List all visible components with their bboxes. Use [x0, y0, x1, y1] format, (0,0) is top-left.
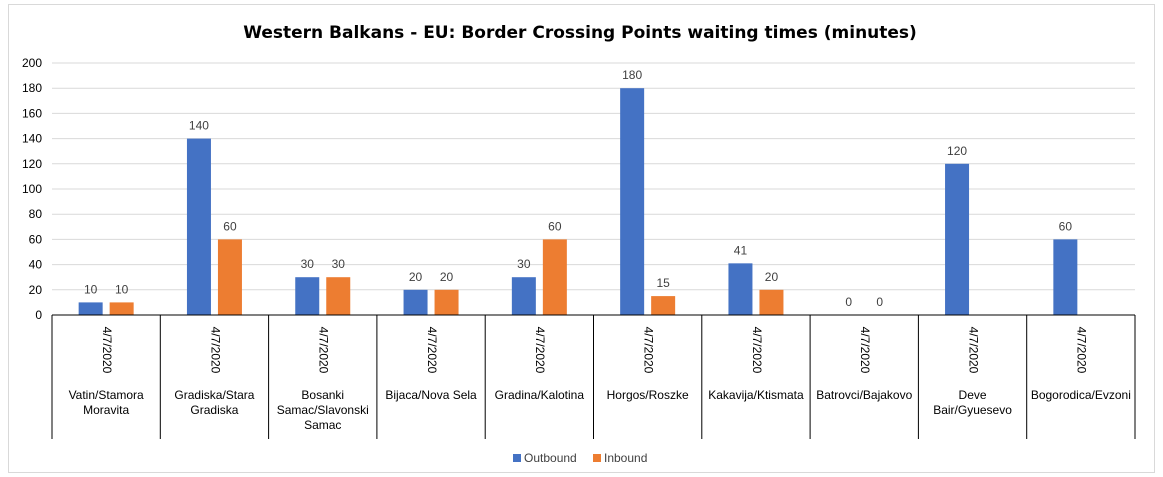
x-tick-date: 4/7/2020	[966, 327, 980, 374]
y-tick-label: 120	[22, 157, 42, 171]
y-tick-label: 100	[22, 182, 42, 196]
bar-outbound	[945, 163, 970, 315]
data-label: 20	[765, 270, 779, 284]
x-tick-date: 4/7/2020	[425, 327, 439, 374]
bar-outbound	[295, 277, 320, 315]
x-category-label: Bair/Gyuesevo	[933, 403, 1012, 417]
y-tick-label: 0	[35, 308, 42, 322]
x-category-label: Bosanki	[301, 388, 344, 402]
data-labels: 10 10 140 60 30 30 20 20 30 60 180 15 41 20 0 0 120 60	[84, 68, 1072, 309]
chart-title: Western Balkans - EU: Border Crossing Po…	[243, 23, 917, 43]
data-label: 0	[876, 295, 883, 309]
y-tick-label: 160	[22, 106, 42, 120]
data-label: 10	[84, 282, 98, 296]
bar-outbound	[511, 277, 536, 315]
x-tick-date: 4/7/2020	[1075, 327, 1089, 374]
legend-swatch-inbound	[593, 454, 601, 462]
data-label: 60	[223, 219, 237, 233]
x-category-label: Gradina/Kalotina	[495, 388, 585, 402]
y-axis: 0 20 40 60 80 100 120 140 160 180 200	[22, 56, 42, 322]
gridlines	[52, 62, 1135, 316]
data-label: 30	[517, 257, 531, 271]
bar-inbound	[759, 289, 784, 315]
data-label: 60	[1059, 219, 1073, 233]
data-label: 20	[440, 270, 454, 284]
x-category-label: Moravita	[83, 403, 129, 417]
data-label: 140	[189, 119, 209, 133]
legend: Outbound Inbound	[513, 451, 647, 465]
data-label: 120	[947, 144, 967, 158]
data-label: 60	[548, 219, 562, 233]
x-category-label: Samac	[304, 418, 341, 432]
data-label: 10	[115, 282, 129, 296]
x-tick-date: 4/7/2020	[317, 327, 331, 374]
data-label: 41	[734, 243, 748, 257]
x-tick-date: 4/7/2020	[641, 327, 655, 374]
y-tick-label: 180	[22, 81, 42, 95]
y-tick-label: 60	[29, 232, 43, 246]
x-category-label: Horgos/Roszke	[607, 388, 689, 402]
bar-inbound	[651, 296, 676, 315]
x-category-label: Deve	[959, 388, 987, 402]
legend-label-outbound: Outbound	[524, 451, 577, 465]
x-category-label: Vatin/Stamora	[69, 388, 144, 402]
bar-inbound	[109, 302, 134, 315]
x-tick-date: 4/7/2020	[858, 327, 872, 374]
bar-inbound	[434, 289, 459, 315]
data-label: 0	[845, 295, 852, 309]
bar-outbound	[78, 302, 103, 315]
x-category-label: Kakavija/Ktismata	[708, 388, 804, 402]
legend-swatch-outbound	[513, 454, 521, 462]
x-category-label: Batrovci/Bajakovo	[816, 388, 912, 402]
data-label: 30	[301, 257, 315, 271]
bar-outbound	[403, 289, 428, 315]
x-category-label: Bijaca/Nova Sela	[385, 388, 477, 402]
x-category-label: Bogorodica/Evzoni	[1031, 388, 1131, 402]
x-tick-date: 4/7/2020	[533, 327, 547, 374]
bars	[78, 88, 1078, 315]
y-tick-label: 20	[29, 283, 43, 297]
y-tick-label: 200	[22, 56, 42, 70]
data-label: 15	[656, 276, 670, 290]
x-tick-date: 4/7/2020	[100, 327, 114, 374]
bar-outbound	[620, 88, 645, 315]
bar-outbound	[728, 263, 753, 315]
x-tick-date: 4/7/2020	[750, 327, 764, 374]
bar-outbound	[1053, 239, 1078, 315]
x-category-label: Gradiska/Stara	[174, 388, 254, 402]
bar-inbound	[326, 277, 351, 315]
data-label: 30	[332, 257, 346, 271]
x-tick-date: 4/7/2020	[208, 327, 222, 374]
x-category-label: Samac/Slavonski	[277, 403, 369, 417]
bar-inbound	[542, 239, 567, 315]
y-tick-label: 40	[29, 258, 43, 272]
x-category-label: Gradiska	[190, 403, 238, 417]
y-tick-label: 80	[29, 207, 43, 221]
data-label: 180	[622, 68, 642, 82]
legend-label-inbound: Inbound	[604, 451, 647, 465]
bar-inbound	[217, 239, 242, 315]
bar-outbound	[186, 138, 211, 315]
y-tick-label: 140	[22, 132, 42, 146]
data-label: 20	[409, 270, 423, 284]
